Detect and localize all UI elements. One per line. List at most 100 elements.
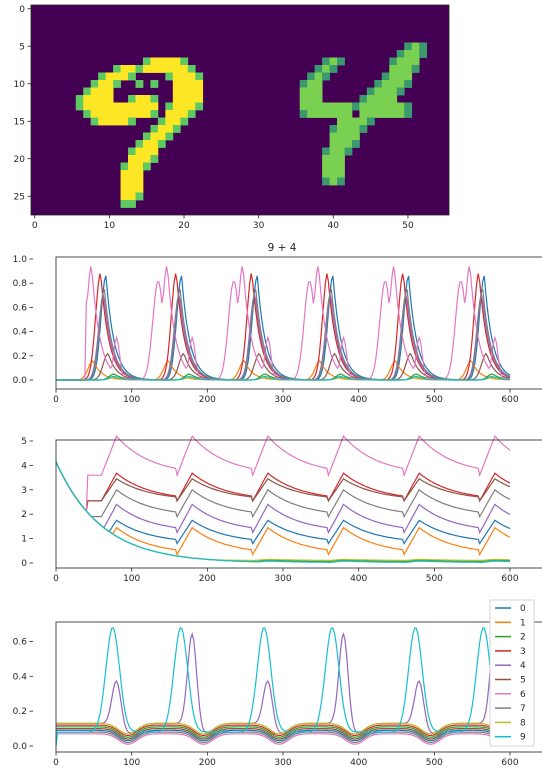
image-pixel: [150, 57, 159, 66]
image-pixel: [374, 110, 383, 118]
image-pixel: [150, 147, 159, 156]
y-tick-label: 0.6: [13, 637, 28, 647]
image-pixel: [172, 117, 181, 126]
image-pixel: [396, 72, 405, 81]
x-tick-label: 0: [53, 395, 59, 405]
image-pixel: [404, 110, 413, 118]
image-pixel: [299, 95, 308, 103]
image-pixel: [344, 125, 353, 133]
image-pixel: [75, 102, 84, 111]
image-pixel: [105, 80, 114, 88]
x-tick-label: 200: [199, 574, 216, 584]
image-pixel: [128, 95, 136, 103]
y-tick-label: 0.4: [13, 328, 28, 338]
image-pixel: [396, 80, 405, 88]
image-pixel: [337, 102, 345, 111]
image-pixel: [150, 102, 159, 111]
image-pixel: [135, 192, 144, 201]
image-pixel: [322, 102, 330, 111]
image-pixel: [142, 110, 151, 118]
x-tick-label: 100: [123, 395, 140, 405]
y-tick-label: 0: [19, 5, 25, 15]
y-tick-label: 2: [21, 510, 27, 520]
x-tick-label: 200: [199, 758, 216, 768]
image-pixel: [322, 110, 330, 118]
image-pixel: [165, 132, 174, 141]
image-pixel: [180, 102, 189, 111]
image-pixel: [419, 42, 428, 51]
image-pixel: [396, 65, 405, 73]
image-pixel: [329, 140, 338, 148]
image-pixel: [374, 95, 383, 103]
image-pixel: [314, 72, 323, 81]
x-tick-label: 300: [274, 395, 291, 405]
image-pixel: [120, 110, 129, 118]
activity-series-line: [56, 275, 511, 381]
image-pixel: [90, 117, 99, 126]
image-pixel: [366, 110, 375, 118]
x-tick-label: 0: [53, 758, 59, 768]
legend-label: 9: [520, 733, 526, 743]
image-pixel: [165, 102, 174, 111]
image-pixel: [172, 72, 181, 81]
image-pixel: [374, 102, 383, 111]
image-pixel: [344, 102, 353, 111]
image-pixel: [105, 72, 114, 81]
image-pixel: [128, 155, 136, 163]
image-pixel: [135, 65, 144, 73]
image-pixel: [389, 102, 398, 111]
state-series-line: [55, 461, 511, 545]
image-pixel: [135, 110, 144, 118]
image-pixel: [344, 147, 353, 156]
image-pixel: [366, 95, 375, 103]
activity-panel: 0 100 200 300 400 500 600 0.0 0.2 0.4 0.6 0.8 1.0 9 +…: [13, 242, 542, 405]
image-pixel: [396, 110, 405, 118]
state-series-line: [55, 461, 511, 513]
image-pixel: [351, 102, 360, 111]
digit-4-pixels: [299, 42, 428, 186]
x-tick-label: 400: [350, 574, 367, 584]
image-pixel: [307, 87, 316, 96]
image-pixel: [135, 185, 144, 193]
image-pixel: [150, 65, 159, 73]
image-pixel: [83, 95, 92, 103]
y-tick-label: 5: [21, 437, 27, 447]
image-pixel: [165, 125, 174, 133]
image-pixel: [329, 57, 338, 66]
image-pixel: [113, 65, 121, 73]
x-tick-label: 400: [350, 758, 367, 768]
image-pixel: [187, 80, 196, 88]
image-pixel: [314, 87, 323, 96]
image-pixel: [157, 125, 166, 133]
image-pixel: [98, 110, 107, 118]
image-pixel: [157, 132, 166, 141]
image-pixel: [337, 162, 345, 171]
image-pixel: [322, 57, 330, 66]
state-series-line: [55, 434, 511, 513]
image-pixel: [344, 110, 353, 118]
image-pixel: [329, 132, 338, 141]
y-tick-label: 20: [14, 155, 26, 165]
image-pixel: [142, 147, 151, 156]
image-pixel: [172, 125, 181, 133]
image-pixel: [404, 50, 413, 58]
image-pixel: [157, 65, 166, 73]
image-pixel: [322, 162, 330, 171]
image-pixel: [120, 72, 129, 81]
image-pixel: [344, 132, 353, 141]
image-pixel: [120, 162, 129, 171]
image-pixel: [314, 65, 323, 73]
image-pixel: [314, 102, 323, 111]
image-pixel: [172, 95, 181, 103]
image-pixel: [389, 87, 398, 96]
image-pixel: [135, 147, 144, 156]
image-pixel: [389, 65, 398, 73]
legend: 0 1 2 3 4 5 6 7 8 9: [489, 599, 535, 747]
image-pixel: [172, 102, 181, 111]
image-pixel: [322, 155, 330, 163]
image-pixel: [135, 95, 144, 103]
image-pixel: [351, 140, 360, 148]
image-pixel: [322, 65, 330, 73]
image-pixel: [299, 102, 308, 111]
image-pixel: [374, 80, 383, 88]
